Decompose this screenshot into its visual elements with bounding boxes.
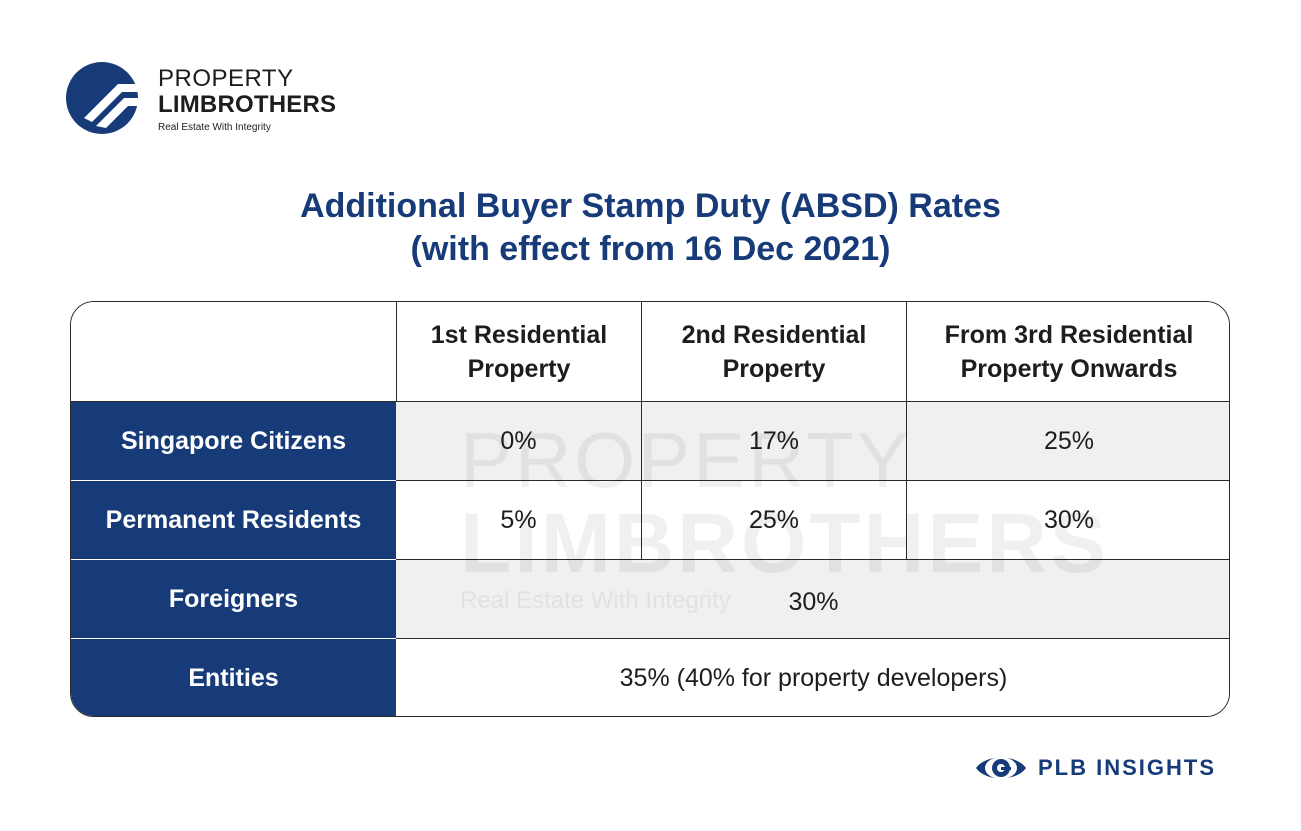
absd-rates-table: 1st Residential Property 2nd Residential… bbox=[70, 301, 1230, 717]
cell-entities-all: 35% (40% for property developers) bbox=[396, 639, 1229, 716]
brand-line2: LIMBROTHERS bbox=[158, 91, 337, 118]
table-header-row: 1st Residential Property 2nd Residential… bbox=[71, 302, 1229, 402]
row-label-permanent-residents: Permanent Residents bbox=[71, 481, 396, 560]
header-corner-cell bbox=[71, 302, 396, 401]
cell-sc-first: 0% bbox=[396, 402, 641, 481]
table-row: Entities 35% (40% for property developer… bbox=[71, 639, 1229, 716]
table-row: Foreigners 30% bbox=[71, 560, 1229, 639]
cell-pr-second: 25% bbox=[641, 481, 906, 560]
page-title: Additional Buyer Stamp Duty (ABSD) Rates bbox=[300, 187, 1001, 225]
cell-pr-first: 5% bbox=[396, 481, 641, 560]
plb-insights-badge: PLB INSIGHTS bbox=[974, 751, 1216, 785]
table-row: Permanent Residents 5% 25% 30% bbox=[71, 481, 1229, 560]
header-first-property: 1st Residential Property bbox=[396, 302, 641, 401]
eye-icon bbox=[976, 757, 1026, 779]
row-label-foreigners: Foreigners bbox=[71, 560, 396, 639]
brand-tagline: Real Estate With Integrity bbox=[158, 122, 271, 133]
page-subtitle: (with effect from 16 Dec 2021) bbox=[410, 230, 891, 268]
brand-logo: PROPERTY LIMBROTHERS Real Estate With In… bbox=[66, 62, 386, 134]
cell-sc-second: 17% bbox=[641, 402, 906, 481]
header-third-property-onwards: From 3rd Residential Property Onwards bbox=[906, 302, 1229, 401]
table-row: Singapore Citizens 0% 17% 25% bbox=[71, 402, 1229, 481]
cell-foreigners-all: 30% bbox=[396, 560, 1229, 639]
property-limbrothers-logo-icon bbox=[66, 62, 138, 134]
cell-pr-third: 30% bbox=[906, 481, 1229, 560]
header-second-property: 2nd Residential Property bbox=[641, 302, 906, 401]
row-label-singapore-citizens: Singapore Citizens bbox=[71, 402, 396, 481]
cell-sc-third: 25% bbox=[906, 402, 1229, 481]
row-label-entities: Entities bbox=[71, 639, 396, 716]
brand-line1: PROPERTY bbox=[158, 65, 294, 92]
brand-wordmark: PROPERTY LIMBROTHERS Real Estate With In… bbox=[158, 66, 336, 134]
insights-label: PLB INSIGHTS bbox=[1038, 755, 1217, 780]
